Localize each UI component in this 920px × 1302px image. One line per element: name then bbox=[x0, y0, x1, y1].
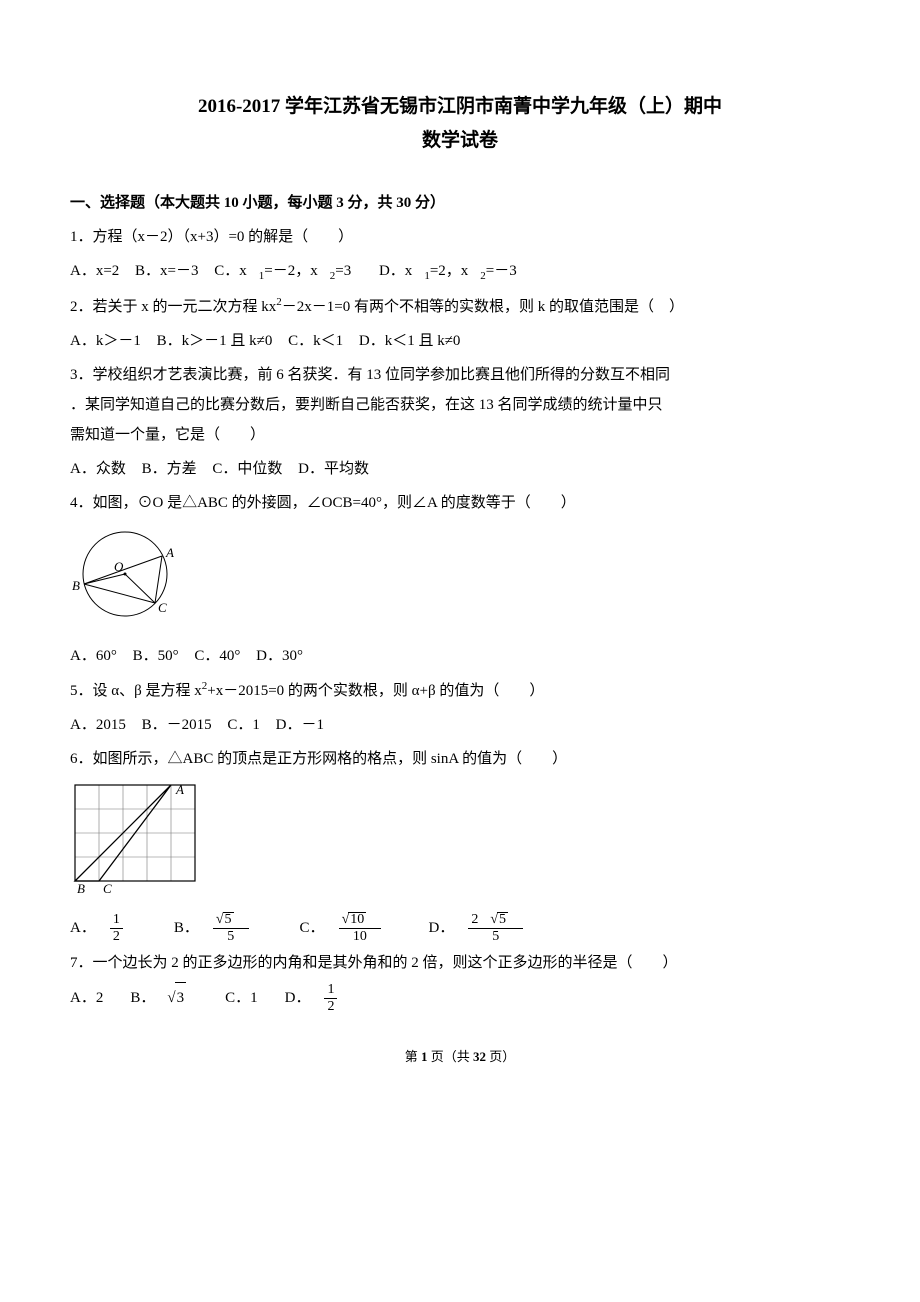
question-2: 2．若关于 x 的一元二次方程 kx2－2x－1=0 有两个不相等的实数根，则 … bbox=[70, 291, 850, 322]
q2-text-pre: 2．若关于 x 的一元二次方程 kx bbox=[70, 299, 276, 315]
q7-optA: A．2 bbox=[70, 990, 103, 1006]
q1-optA: A．x=2 bbox=[70, 263, 119, 279]
q6-label-c: C bbox=[103, 881, 112, 895]
q6-options: A．12 B．√55 C．√1010 D．2√55 bbox=[70, 912, 850, 944]
q4-label-o: O bbox=[114, 559, 124, 574]
q5-text-post: +x－2015=0 的两个实数根，则 α+β 的值为（ ） bbox=[207, 683, 544, 699]
q3-optA: A．众数 bbox=[70, 461, 126, 477]
q4-label-c: C bbox=[158, 600, 167, 615]
q4-optB: B．50° bbox=[133, 648, 179, 664]
title-line-2: 数学试卷 bbox=[70, 124, 850, 158]
q7-text: 7．一个边长为 2 的正多边形的内角和是其外角和的 2 倍，则这个正多边形的半径… bbox=[70, 955, 678, 971]
q5-text-pre: 5．设 α、β 是方程 x bbox=[70, 683, 202, 699]
q7-optD: D．12 bbox=[285, 990, 362, 1006]
q4-label-a: A bbox=[165, 545, 174, 560]
q3-line2: ．某同学知道自己的比赛分数后，要判断自己能否获奖，在这 13 名同学成绩的统计量… bbox=[70, 390, 850, 420]
q3-optB: B．方差 bbox=[142, 461, 197, 477]
q6-optD: D．2√55 bbox=[429, 920, 548, 936]
q1-optC: C．x1=－2，x2=3 bbox=[214, 263, 367, 279]
q4-label-b: B bbox=[72, 578, 80, 593]
q5-optD: D．－1 bbox=[276, 717, 324, 733]
page-total: 32 bbox=[473, 1049, 486, 1064]
q6-svg: A B C bbox=[70, 780, 205, 895]
q1-text: 1．方程（x－2）（x+3）=0 的解是（ ） bbox=[70, 229, 353, 245]
q2-options: A．k＞－1 B．k＞－1 且 k≠0 C．k＜1 D．k＜1 且 k≠0 bbox=[70, 326, 850, 356]
q1-options: A．x=2 B．x=－3 C．x1=－2，x2=3 D．x1=2，x2=－3 bbox=[70, 256, 850, 287]
q4-optC: C．40° bbox=[194, 648, 240, 664]
q7-options: A．2 B．√3 C．1 D．12 bbox=[70, 982, 850, 1014]
question-5: 5．设 α、β 是方程 x2+x－2015=0 的两个实数根，则 α+β 的值为… bbox=[70, 675, 850, 706]
q4-optA: A．60° bbox=[70, 648, 117, 664]
q2-optB: B．k＞－1 且 k≠0 bbox=[157, 333, 273, 349]
q5-options: A．2015 B．－2015 C．1 D．－1 bbox=[70, 710, 850, 740]
q6-text: 6．如图所示，△ABC 的顶点是正方形网格的格点，则 sinA 的值为（ ） bbox=[70, 751, 567, 767]
q2-optC: C．k＜1 bbox=[288, 333, 343, 349]
q6-diagram: A B C bbox=[70, 780, 850, 906]
question-3: 3．学校组织才艺表演比赛，前 6 名获奖．有 13 位同学参加比赛且他们所得的分… bbox=[70, 360, 850, 450]
q4-text: 4．如图，⊙O 是△ABC 的外接圆，∠OCB=40°，则∠A 的度数等于（ ） bbox=[70, 495, 576, 511]
q6-optC: C．√1010 bbox=[300, 920, 409, 936]
page-footer: 第 1 页（共 32 页） bbox=[70, 1044, 850, 1070]
question-7: 7．一个边长为 2 的正多边形的内角和是其外角和的 2 倍，则这个正多边形的半径… bbox=[70, 948, 850, 978]
q4-diagram: O A B C bbox=[70, 524, 850, 635]
question-6: 6．如图所示，△ABC 的顶点是正方形网格的格点，则 sinA 的值为（ ） bbox=[70, 744, 850, 774]
q4-options: A．60° B．50° C．40° D．30° bbox=[70, 641, 850, 671]
q4-svg: O A B C bbox=[70, 524, 190, 624]
title-line-1: 2016-2017 学年江苏省无锡市江阴市南菁中学九年级（上）期中 bbox=[70, 90, 850, 124]
question-4: 4．如图，⊙O 是△ABC 的外接圆，∠OCB=40°，则∠A 的度数等于（ ） bbox=[70, 488, 850, 518]
q7-optC: C．1 bbox=[225, 990, 258, 1006]
q2-optA: A．k＞－1 bbox=[70, 333, 141, 349]
q3-optC: C．中位数 bbox=[212, 461, 282, 477]
q7-optB: B．√3 bbox=[130, 990, 202, 1006]
q3-line3: 需知道一个量，它是（ ） bbox=[70, 420, 850, 450]
q3-line1: 3．学校组织才艺表演比赛，前 6 名获奖．有 13 位同学参加比赛且他们所得的分… bbox=[70, 360, 850, 390]
q3-options: A．众数 B．方差 C．中位数 D．平均数 bbox=[70, 454, 850, 484]
q6-label-a: A bbox=[175, 782, 184, 797]
question-1: 1．方程（x－2）（x+3）=0 的解是（ ） bbox=[70, 222, 850, 252]
q1-optB: B．x=－3 bbox=[135, 263, 198, 279]
q1-optD: D．x1=2，x2=－3 bbox=[379, 263, 529, 279]
q5-optA: A．2015 bbox=[70, 717, 126, 733]
q3-optD: D．平均数 bbox=[298, 461, 369, 477]
q6-optA: A．12 bbox=[70, 920, 151, 936]
q4-line-ob bbox=[84, 574, 125, 584]
section-header: 一、选择题（本大题共 10 小题，每小题 3 分，共 30 分） bbox=[70, 188, 850, 218]
q5-optB: B．－2015 bbox=[142, 717, 212, 733]
q4-line-bc bbox=[84, 584, 155, 603]
q6-optB: B．√55 bbox=[174, 920, 276, 936]
q6-label-b: B bbox=[77, 881, 85, 895]
q2-optD: D．k＜1 且 k≠0 bbox=[359, 333, 461, 349]
q4-optD: D．30° bbox=[256, 648, 303, 664]
q2-text-post: －2x－1=0 有两个不相等的实数根，则 k 的取值范围是（ ） bbox=[282, 299, 684, 315]
q5-optC: C．1 bbox=[227, 717, 260, 733]
